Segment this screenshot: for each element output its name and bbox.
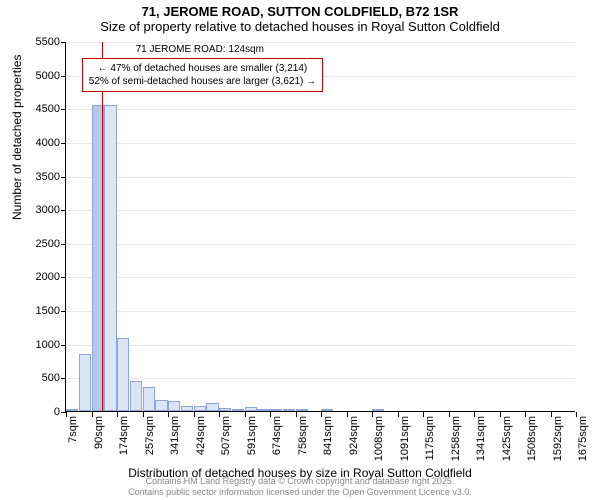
- plot-area: 71 JEROME ROAD: 124sqm ← 47% of detached…: [65, 42, 575, 412]
- ytick-label: 2500: [20, 238, 60, 250]
- histogram-bar: [270, 409, 282, 411]
- ytick-label: 2000: [20, 271, 60, 283]
- ytick-label: 500: [20, 372, 60, 384]
- ytick-label: 1500: [20, 305, 60, 317]
- gridline: [66, 210, 575, 211]
- xtick-label: 90sqm: [93, 416, 105, 466]
- xtick-label: 1425sqm: [501, 416, 513, 466]
- ytick-mark: [61, 345, 66, 346]
- ytick-label: 3500: [20, 171, 60, 183]
- xtick-label: 507sqm: [220, 416, 232, 466]
- xtick-label: 1592sqm: [552, 416, 564, 466]
- ytick-mark: [61, 277, 66, 278]
- xtick-label: 1675sqm: [577, 416, 589, 466]
- annotation-title: 71 JEROME ROAD: 124sqm: [110, 44, 290, 55]
- histogram-bar: [296, 409, 308, 411]
- xtick-label: 1175sqm: [424, 416, 436, 466]
- ytick-mark: [61, 311, 66, 312]
- xtick-label: 1258sqm: [450, 416, 462, 466]
- chart-title-line2: Size of property relative to detached ho…: [0, 19, 600, 34]
- ytick-mark: [61, 210, 66, 211]
- histogram-bar: [283, 409, 295, 411]
- histogram-bar: [245, 407, 257, 411]
- ytick-mark: [61, 143, 66, 144]
- xtick-label: 674sqm: [271, 416, 283, 466]
- gridline: [66, 42, 575, 43]
- gridline: [66, 311, 575, 312]
- histogram-bar: [104, 105, 116, 411]
- xtick-label: 341sqm: [169, 416, 181, 466]
- histogram-bar: [130, 381, 142, 411]
- ytick-mark: [61, 378, 66, 379]
- gridline: [66, 109, 575, 110]
- gridline: [66, 277, 575, 278]
- histogram-bar: [168, 401, 180, 411]
- gridline: [66, 177, 575, 178]
- histogram-bar: [257, 409, 269, 411]
- xtick-label: 1508sqm: [526, 416, 538, 466]
- xtick-label: 591sqm: [246, 416, 258, 466]
- xtick-label: 257sqm: [144, 416, 156, 466]
- histogram-bar: [181, 406, 193, 411]
- ytick-label: 3000: [20, 204, 60, 216]
- chart-title-block: 71, JEROME ROAD, SUTTON COLDFIELD, B72 1…: [0, 0, 600, 34]
- histogram-bar: [117, 338, 129, 411]
- histogram-bar: [79, 354, 91, 411]
- histogram-bar: [155, 400, 167, 411]
- footer-line2: Contains public sector information licen…: [0, 487, 600, 498]
- histogram-bar: [143, 387, 155, 411]
- ytick-label: 4500: [20, 103, 60, 115]
- annotation-line1: ← 47% of detached houses are smaller (3,…: [89, 62, 316, 75]
- xtick-label: 841sqm: [322, 416, 334, 466]
- ytick-label: 0: [20, 406, 60, 418]
- footer-line1: Contains HM Land Registry data © Crown c…: [0, 476, 600, 487]
- ytick-mark: [61, 76, 66, 77]
- annotation-line2: 52% of semi-detached houses are larger (…: [89, 75, 316, 88]
- xtick-label: 424sqm: [195, 416, 207, 466]
- histogram-bar: [321, 409, 333, 411]
- ytick-label: 5000: [20, 70, 60, 82]
- gridline: [66, 244, 575, 245]
- chart-title-line1: 71, JEROME ROAD, SUTTON COLDFIELD, B72 1…: [0, 4, 600, 19]
- xtick-label: 174sqm: [118, 416, 130, 466]
- ytick-mark: [61, 244, 66, 245]
- xtick-label: 758sqm: [297, 416, 309, 466]
- gridline: [66, 378, 575, 379]
- ytick-mark: [61, 177, 66, 178]
- gridline: [66, 345, 575, 346]
- ytick-label: 4000: [20, 137, 60, 149]
- marker-line: [102, 42, 103, 411]
- histogram-chart: 71, JEROME ROAD, SUTTON COLDFIELD, B72 1…: [0, 0, 600, 500]
- xtick-label: 1341sqm: [475, 416, 487, 466]
- xtick-label: 1091sqm: [399, 416, 411, 466]
- histogram-bar: [232, 409, 244, 411]
- histogram-bar: [372, 409, 384, 411]
- xtick-label: 7sqm: [67, 416, 79, 466]
- ytick-label: 1000: [20, 339, 60, 351]
- chart-footer: Contains HM Land Registry data © Crown c…: [0, 476, 600, 498]
- ytick-mark: [61, 109, 66, 110]
- xtick-label: 1008sqm: [373, 416, 385, 466]
- histogram-bar: [206, 403, 218, 411]
- histogram-bar: [66, 409, 78, 411]
- xtick-label: 924sqm: [348, 416, 360, 466]
- ytick-label: 5500: [20, 36, 60, 48]
- gridline: [66, 143, 575, 144]
- histogram-bar: [219, 408, 231, 411]
- annotation-box: ← 47% of detached houses are smaller (3,…: [82, 58, 323, 92]
- histogram-bar: [194, 406, 206, 411]
- ytick-mark: [61, 42, 66, 43]
